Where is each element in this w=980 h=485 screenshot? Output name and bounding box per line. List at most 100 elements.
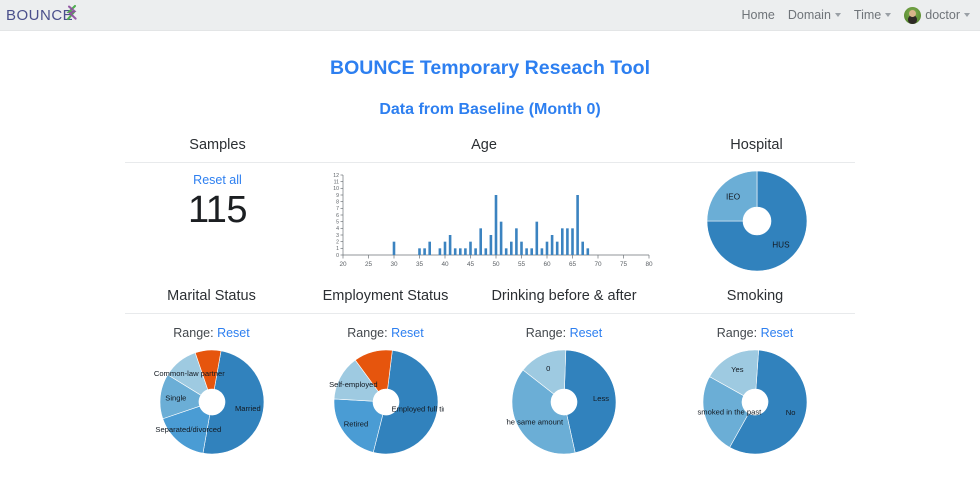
svg-text:10: 10 (333, 186, 339, 192)
chevron-down-icon (885, 13, 892, 17)
dashboard-grid: Samples Reset all 115 Age 0 1 2 3 4 5 6 7 8 9 10 11… (0, 137, 980, 460)
marital-reset-link[interactable]: Reset (217, 326, 250, 340)
svg-text:35: 35 (416, 261, 424, 268)
nav-time-label: Time (853, 8, 882, 22)
svg-text:70: 70 (594, 261, 602, 268)
svg-text:Retired: Retired (343, 420, 367, 429)
svg-text:HUS: HUS (772, 241, 790, 250)
svg-text:65: 65 (569, 261, 577, 268)
svg-text:Less: Less (593, 394, 609, 403)
svg-text:Married: Married (234, 404, 260, 413)
hospital-donut[interactable]: HUS IEO (658, 167, 855, 275)
panel-drinking: Drinking before & after Range: Reset Les… (473, 288, 655, 460)
dashboard-row-2: Marital Status Range: Reset Married Separ… (125, 288, 855, 460)
employment-range-row: Range: Reset (298, 326, 473, 340)
smoking-range-label: Range: (716, 326, 758, 340)
panel-drinking-body: Range: Reset Less The same amount 0 (473, 326, 655, 460)
page-subtitle: Data from Baseline (Month 0) (379, 101, 601, 118)
drinking-range-label: Range: (525, 326, 567, 340)
chevron-down-icon (964, 13, 970, 17)
panel-employment-body: Range: Reset Employed full time Retired Se… (298, 326, 473, 460)
panel-age: Age 0 1 2 3 4 5 6 7 8 9 10 11 12 20 25 30 35 40 45 50 55 60 65… (310, 137, 658, 279)
page-title: BOUNCE Temporary Reseach Tool (329, 57, 651, 79)
panel-samples-title: Samples (125, 137, 310, 163)
svg-text:5: 5 (336, 220, 339, 226)
panel-smoking: Smoking Range: Reset No I only smoked in … (655, 288, 855, 460)
svg-text:50: 50 (492, 261, 500, 268)
svg-text:7: 7 (336, 206, 339, 212)
panel-marital-status: Marital Status Range: Reset Married Separ… (125, 288, 298, 460)
user-avatar-icon (904, 6, 922, 24)
reset-all-link[interactable]: Reset all (193, 173, 242, 187)
hospital-donut-svg[interactable]: HUS IEO (703, 167, 811, 275)
nav-home-label: Home (741, 8, 775, 22)
smoking-reset-link[interactable]: Reset (760, 326, 794, 340)
panel-smoking-title: Smoking (655, 288, 855, 314)
smoking-donut[interactable]: No I only smoked in the past Yes (655, 344, 855, 460)
nav-time[interactable]: Time (853, 8, 892, 22)
marital-donut[interactable]: Married Separated/divorced Single Common-la… (125, 344, 298, 460)
employment-donut-svg[interactable]: Employed full time Retired Self-employed (328, 344, 444, 460)
panel-samples-body: Reset all 115 (125, 173, 310, 232)
age-histogram[interactable]: 0 1 2 3 4 5 6 7 8 9 10 11 12 20 25 30 35 40 45 50 55 60 65 70 75… (310, 169, 658, 279)
panel-drinking-title: Drinking before & after (473, 288, 655, 314)
employment-reset-link[interactable]: Reset (391, 326, 424, 340)
svg-text:75: 75 (620, 261, 628, 268)
employment-donut[interactable]: Employed full time Retired Self-employed (298, 344, 473, 460)
panel-age-title: Age (310, 137, 658, 163)
svg-text:12: 12 (333, 173, 339, 179)
svg-text:I only smoked in the past: I only smoked in the past (697, 408, 762, 417)
drinking-donut-svg[interactable]: Less The same amount 0 (506, 344, 622, 460)
svg-text:25: 25 (365, 261, 373, 268)
nav-domain[interactable]: Domain (788, 8, 841, 22)
svg-text:0: 0 (546, 364, 550, 373)
panel-employment-status: Employment Status Range: Reset Employed … (298, 288, 473, 460)
panel-marital-body: Range: Reset Married Separated/divorced Si… (125, 326, 298, 460)
nav-user-menu[interactable]: doctor (904, 6, 970, 24)
dashboard-row-1: Samples Reset all 115 Age 0 1 2 3 4 5 6 7 8 9 10 11… (125, 137, 855, 279)
panel-smoking-body: Range: Reset No I only smoked in the past… (655, 326, 855, 460)
panel-hospital-title: Hospital (658, 137, 855, 163)
marital-donut-svg[interactable]: Married Separated/divorced Single Common-la… (154, 344, 270, 460)
svg-text:9: 9 (336, 193, 339, 199)
svg-text:4: 4 (336, 226, 339, 232)
drinking-range-row: Range: Reset (473, 326, 655, 340)
svg-text:20: 20 (339, 261, 347, 268)
brand-logo[interactable]: BOUNCE (6, 2, 82, 28)
brand-text: BOUNCE (6, 6, 74, 24)
samples-count: 115 (187, 189, 248, 231)
panel-hospital: Hospital HUS IEO (658, 137, 855, 279)
drinking-donut[interactable]: Less The same amount 0 (473, 344, 655, 460)
top-navbar: BOUNCE Home Domain Time doctor (0, 0, 980, 31)
nav-domain-label: Domain (787, 8, 831, 22)
svg-text:60: 60 (543, 261, 551, 268)
marital-range-row: Range: Reset (125, 326, 298, 340)
svg-text:30: 30 (390, 261, 398, 268)
smoking-range-row: Range: Reset (655, 326, 855, 340)
chevron-down-icon (834, 13, 841, 17)
svg-text:55: 55 (518, 261, 526, 268)
svg-text:2: 2 (336, 240, 339, 246)
svg-text:Single: Single (165, 394, 186, 403)
svg-text:6: 6 (336, 213, 339, 219)
panel-employment-title: Employment Status (298, 288, 473, 314)
svg-text:45: 45 (467, 261, 475, 268)
svg-text:8: 8 (336, 200, 339, 206)
bounce-logo-mark-icon (62, 3, 82, 28)
svg-text:The same amount: The same amount (506, 417, 564, 426)
nav-links: Home Domain Time doctor (742, 6, 970, 24)
svg-text:11: 11 (334, 180, 339, 186)
svg-text:Self-employed: Self-employed (329, 380, 378, 389)
svg-text:1: 1 (336, 246, 339, 252)
svg-text:Yes: Yes (731, 365, 744, 374)
svg-text:0: 0 (336, 253, 339, 259)
panel-marital-title: Marital Status (125, 288, 298, 314)
svg-text:Common-law partner: Common-law partner (154, 369, 225, 378)
drinking-reset-link[interactable]: Reset (569, 326, 603, 340)
marital-range-label: Range: (173, 326, 214, 340)
nav-home[interactable]: Home (742, 8, 775, 22)
svg-text:No: No (786, 408, 796, 417)
svg-text:Employed full time: Employed full time (391, 404, 443, 413)
smoking-donut-svg[interactable]: No I only smoked in the past Yes (697, 344, 813, 460)
